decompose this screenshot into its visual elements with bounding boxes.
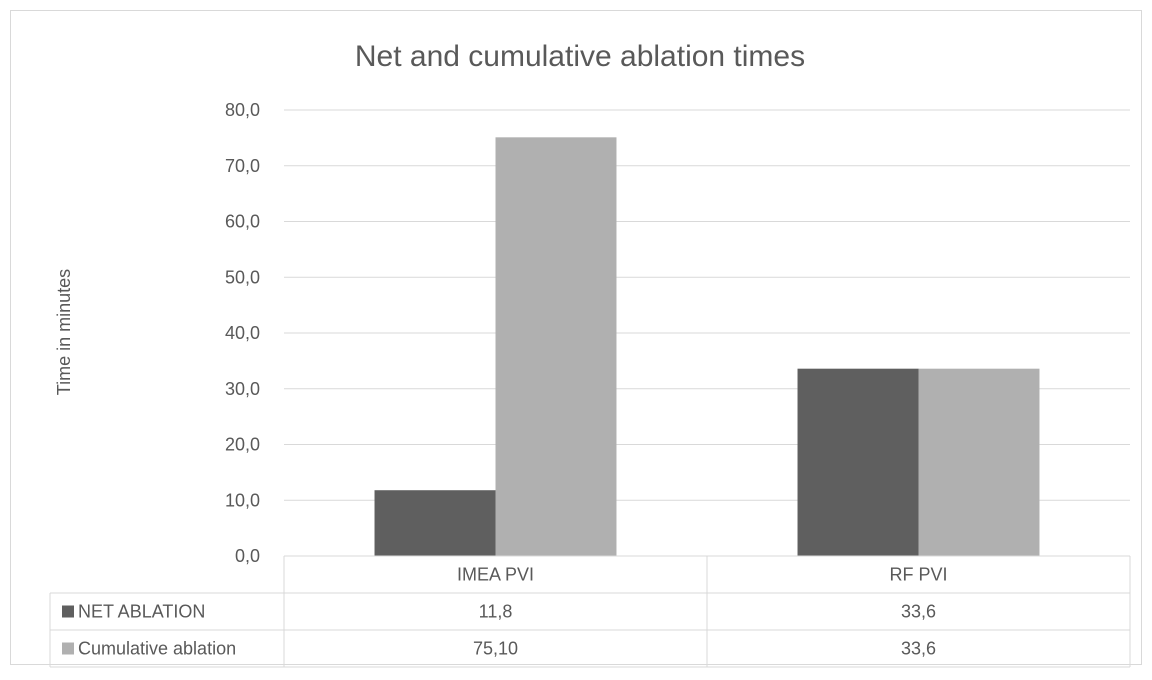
y-tick-label: 50,0 [225,267,260,287]
x-category-label: IMEA PVI [457,565,534,585]
y-axis-label: Time in minutes [54,269,74,395]
chart-title: Net and cumulative ablation times [355,40,805,73]
bar [797,368,919,556]
y-tick-label: 10,0 [225,490,260,510]
bars [374,137,1040,556]
y-tick-label: 20,0 [225,435,260,455]
y-tick-label: 60,0 [225,212,260,232]
legend-label: Cumulative ablation [78,639,236,659]
legend-swatch [62,642,74,655]
legend-label: NET ABLATION [78,602,205,622]
legend-swatch [62,605,74,618]
y-tick-label: 70,0 [225,156,260,176]
data-table-value: 75,10 [473,639,518,659]
y-tick-label: 0,0 [235,546,260,566]
y-axis-ticks: 0,0 10,0 20,0 30,0 40,0 50,0 60,0 70,0 80,0 [225,100,260,566]
data-table-value: 11,8 [479,602,513,622]
data-table-value: 33,6 [901,639,936,659]
y-tick-label: 30,0 [225,379,260,399]
y-tick-label: 80,0 [225,100,260,120]
bar [374,490,496,556]
bar [918,368,1040,556]
y-tick-label: 40,0 [225,323,260,343]
x-category-label: RF PVI [889,565,947,585]
data-table-value: 33,6 [901,602,936,622]
data-table: IMEA PVI RF PVI NET ABLATION 11,8 33,6 Cumula… [49,555,1131,668]
bar [495,137,617,556]
